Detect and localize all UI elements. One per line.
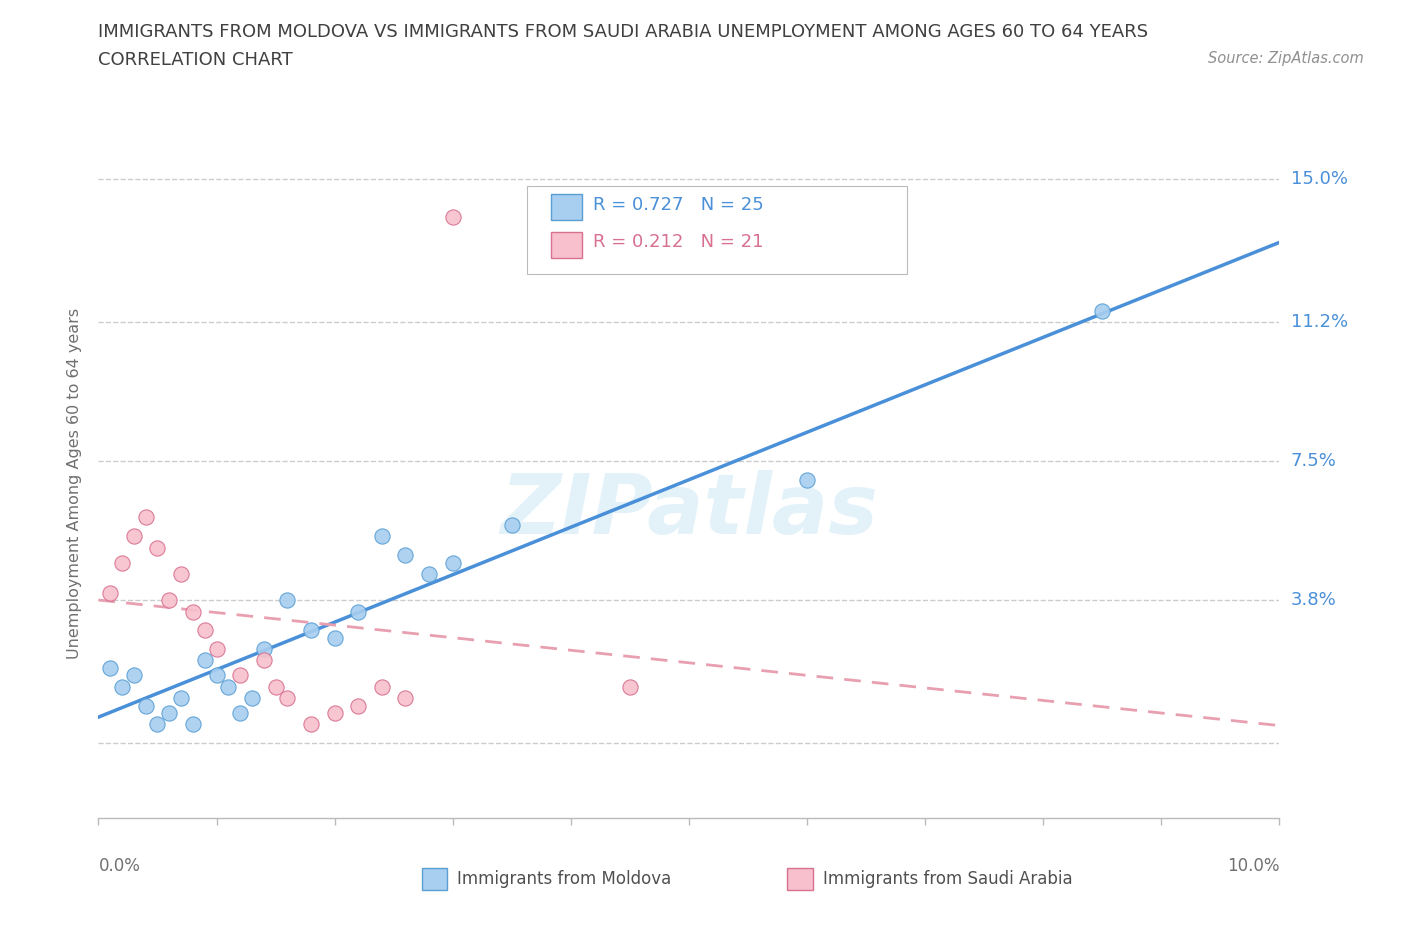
Point [371,679,394,694]
Point [146,717,169,732]
Point [347,604,370,619]
Point [276,592,298,607]
Text: R = 0.212   N = 21: R = 0.212 N = 21 [593,232,763,251]
Text: 0.0%: 0.0% [98,857,141,875]
Point [299,623,322,638]
Text: Immigrants from Moldova: Immigrants from Moldova [457,870,671,888]
Point [253,653,276,668]
Point [194,623,217,638]
Point [1091,303,1114,318]
Point [181,717,204,732]
Text: Source: ZipAtlas.com: Source: ZipAtlas.com [1208,51,1364,66]
Point [205,668,228,683]
Point [205,642,228,657]
Point [146,540,169,555]
Point [371,529,394,544]
Point [217,679,239,694]
Point [441,209,464,224]
Point [240,691,263,706]
Point [111,679,134,694]
Point [229,668,252,683]
Text: 7.5%: 7.5% [1291,452,1337,470]
Point [619,679,641,694]
Point [323,706,346,721]
Point [796,472,818,487]
Point [394,548,416,563]
Point [135,698,157,713]
Point [299,717,322,732]
Point [276,691,298,706]
Point [157,706,180,721]
Point [170,691,193,706]
Point [394,691,416,706]
Point [98,660,121,675]
Text: 15.0%: 15.0% [1291,170,1347,188]
Point [253,642,276,657]
Point [194,653,217,668]
Point [441,555,464,570]
Point [111,555,134,570]
Text: CORRELATION CHART: CORRELATION CHART [98,51,294,69]
Text: ZIPatlas: ZIPatlas [501,470,877,551]
Point [98,585,121,600]
Text: 10.0%: 10.0% [1227,857,1279,875]
Point [181,604,204,619]
Point [229,706,252,721]
Y-axis label: Unemployment Among Ages 60 to 64 years: Unemployment Among Ages 60 to 64 years [67,308,83,659]
Point [347,698,370,713]
Text: 3.8%: 3.8% [1291,591,1336,609]
Point [323,631,346,645]
Point [264,679,287,694]
Text: Immigrants from Saudi Arabia: Immigrants from Saudi Arabia [823,870,1073,888]
Text: 11.2%: 11.2% [1291,312,1348,331]
Text: IMMIGRANTS FROM MOLDOVA VS IMMIGRANTS FROM SAUDI ARABIA UNEMPLOYMENT AMONG AGES : IMMIGRANTS FROM MOLDOVA VS IMMIGRANTS FR… [98,23,1149,41]
Point [135,510,157,525]
Point [418,566,440,581]
Point [122,668,145,683]
Point [157,592,180,607]
Point [501,517,523,532]
Point [122,529,145,544]
Text: R = 0.727   N = 25: R = 0.727 N = 25 [593,195,763,214]
Point [170,566,193,581]
